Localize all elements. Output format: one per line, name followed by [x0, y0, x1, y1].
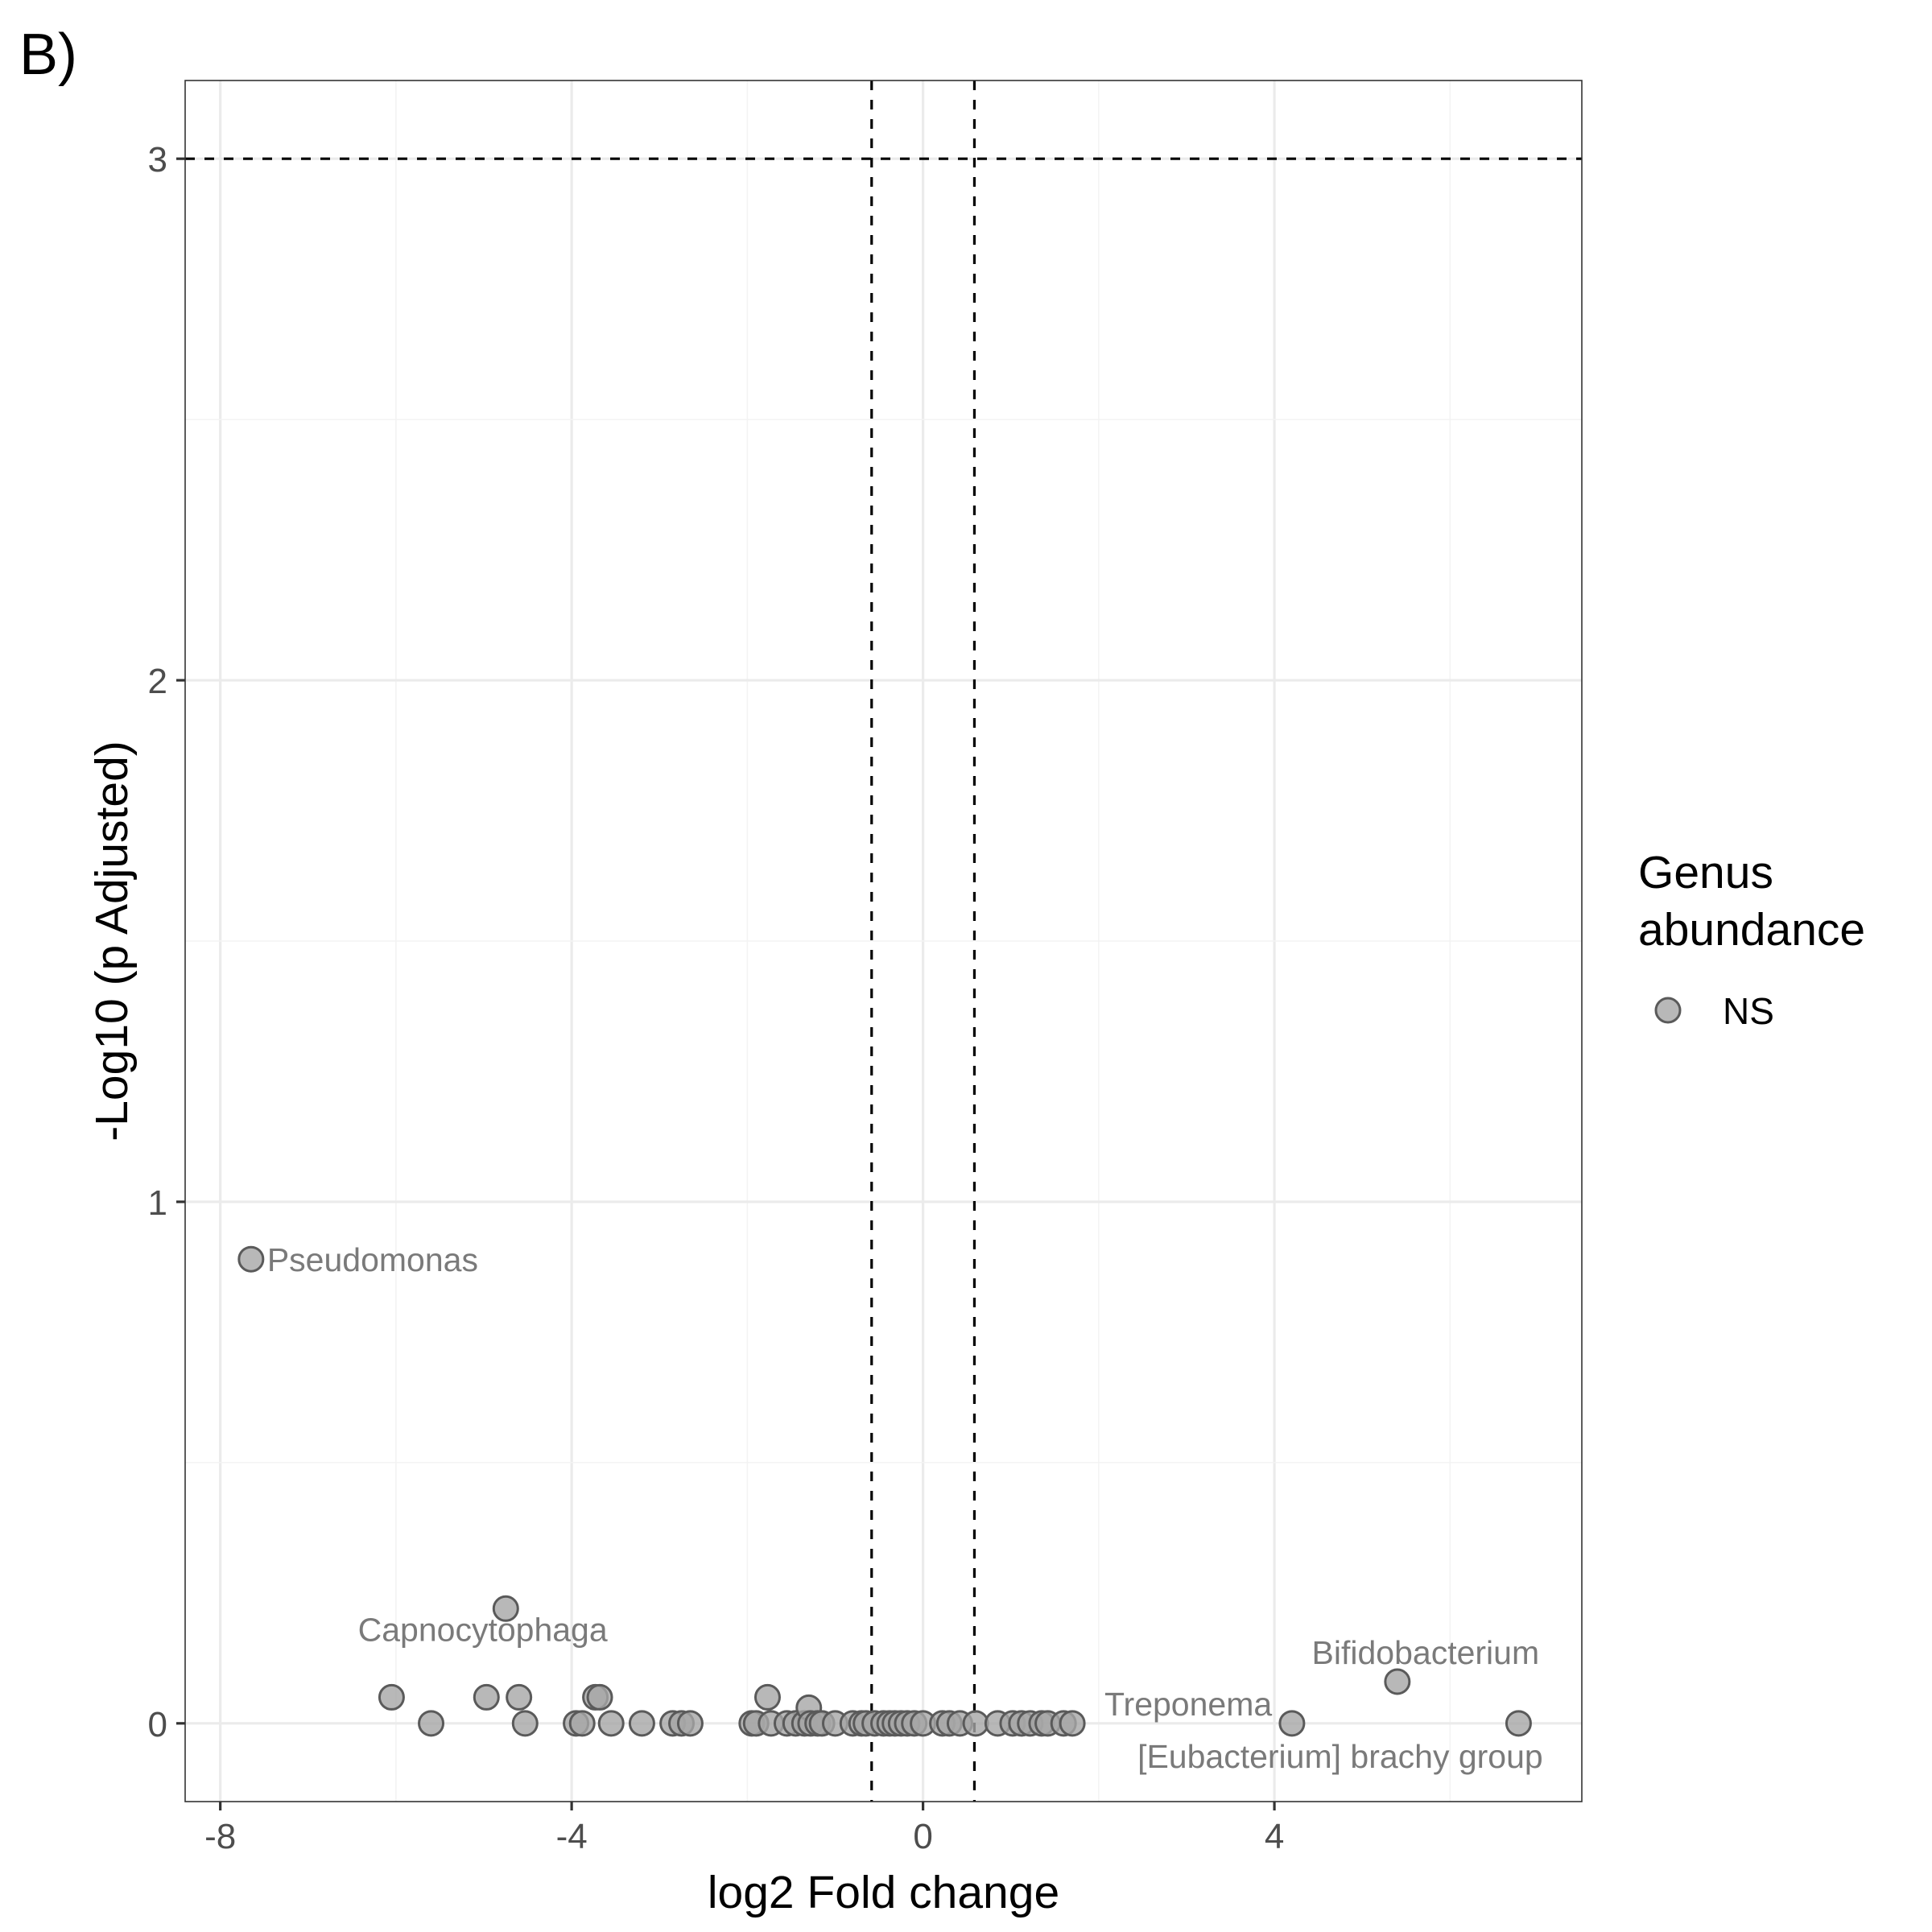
x-tick-label: 4 — [1265, 1817, 1284, 1856]
data-point — [962, 1710, 989, 1737]
y-tick-label: 1 — [148, 1183, 167, 1223]
data-point — [1278, 1710, 1306, 1737]
point-label: Capnocytophaga — [358, 1611, 608, 1648]
axes: -8 -4 0 4 0 1 2 3 — [148, 140, 1285, 1856]
point-label: [Eubacterium] brachy group — [1137, 1738, 1543, 1775]
grid — [185, 80, 1582, 1802]
data-point — [1059, 1710, 1086, 1737]
data-point — [492, 1595, 519, 1622]
data-point — [568, 1710, 596, 1737]
y-tick-label: 2 — [148, 662, 167, 701]
data-points — [237, 1245, 1532, 1737]
x-tick-label: 0 — [913, 1817, 932, 1856]
data-point — [378, 1683, 405, 1711]
data-point — [628, 1710, 655, 1737]
point-label: Treponema — [1104, 1686, 1272, 1723]
legend-entry-ns: NS — [1723, 990, 1774, 1032]
x-tick-label: -8 — [204, 1817, 236, 1856]
data-point — [586, 1683, 613, 1711]
panel-border — [184, 80, 1583, 1802]
x-tick-label: -4 — [556, 1817, 588, 1856]
data-point — [418, 1710, 445, 1737]
y-tick-label: 3 — [148, 140, 167, 180]
point-labels: Pseudomonas Capnocytophaga Treponema [Eubac… — [267, 1241, 1543, 1775]
data-point — [1505, 1710, 1532, 1737]
data-point — [597, 1710, 625, 1737]
data-point — [1384, 1668, 1411, 1695]
data-point — [473, 1683, 500, 1711]
data-point — [511, 1710, 539, 1737]
point-label: Bifidobacterium — [1312, 1634, 1540, 1671]
legend-key-ns — [1654, 997, 1682, 1024]
reference-lines — [185, 80, 1582, 1802]
data-point — [506, 1683, 533, 1711]
data-point — [676, 1710, 704, 1737]
legend-title-line-1: Genus — [1638, 847, 1773, 898]
data-point — [753, 1683, 781, 1711]
legend-title-line-2: abundance — [1638, 904, 1865, 956]
panel-tag: B) — [19, 23, 77, 87]
x-axis-title: log2 Fold change — [708, 1867, 1059, 1918]
data-point — [237, 1245, 265, 1273]
point-label: Pseudomonas — [267, 1241, 478, 1278]
y-axis-title: -Log10 (p Adjusted) — [86, 741, 138, 1141]
legend: Genus abundance NS — [1638, 847, 1865, 1032]
y-tick-label: 0 — [148, 1705, 167, 1744]
